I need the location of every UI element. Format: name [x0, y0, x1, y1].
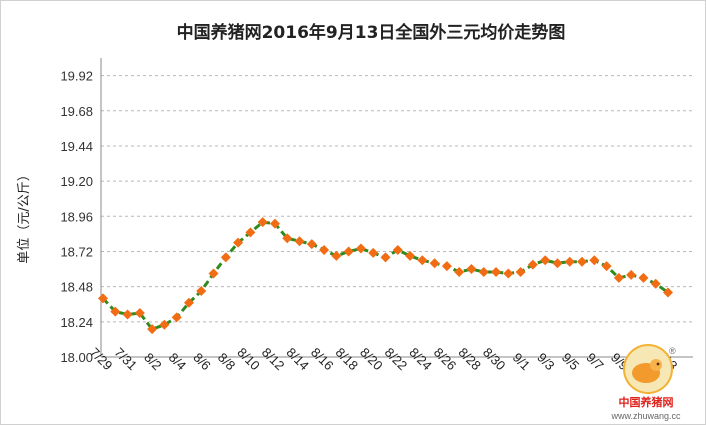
- chart-title: 中国养猪网2016年9月13日全国外三元均价走势图: [177, 22, 566, 43]
- data-point-marker: [220, 252, 231, 263]
- x-tick-label: 8/12: [259, 345, 288, 374]
- data-point-marker: [294, 236, 305, 247]
- x-tick-label: 8/28: [455, 345, 484, 374]
- y-tick-label: 18.24: [60, 315, 93, 330]
- x-tick-label: 8/26: [431, 345, 460, 374]
- logo-brand-text: 中国养猪网: [619, 395, 674, 409]
- data-point-marker: [282, 233, 293, 244]
- x-tick-label: 8/14: [284, 345, 313, 374]
- data-point-marker: [638, 272, 649, 283]
- data-point-marker: [454, 266, 465, 277]
- data-point-marker: [380, 252, 391, 263]
- data-point-marker: [122, 309, 133, 320]
- data-point-marker: [208, 268, 219, 279]
- data-point-marker: [589, 255, 600, 266]
- data-point-marker: [392, 245, 403, 256]
- x-tick-label: 8/4: [166, 350, 189, 373]
- zhuwang-logo-watermark: ® 中国养猪网 www.zhuwang.cc: [610, 344, 681, 421]
- y-axis-label: 单位（元/公斤）: [17, 168, 32, 263]
- pig-head-icon: [650, 359, 662, 371]
- pig-eye-icon: [656, 362, 660, 366]
- y-tick-label: 18.72: [60, 244, 93, 259]
- x-tick-label: 8/10: [234, 345, 263, 374]
- data-point-marker: [147, 324, 158, 335]
- data-point-marker: [564, 256, 575, 267]
- data-point-marker: [159, 319, 170, 330]
- data-point-marker: [491, 266, 502, 277]
- y-tick-label: 18.96: [60, 209, 93, 224]
- data-point-marker: [601, 261, 612, 272]
- x-tick-label: 8/20: [357, 345, 386, 374]
- y-tick-label: 19.20: [60, 174, 93, 189]
- data-point-marker: [319, 245, 330, 256]
- x-tick-labels: 7/297/31 8/2 8/4 8/6 8/88/108/128/148/168/18…: [87, 345, 681, 374]
- data-point-marker: [577, 256, 588, 267]
- x-tick-label: 8/30: [480, 345, 509, 374]
- y-tick-label: 19.68: [60, 104, 93, 119]
- x-tick-label: 8/16: [308, 345, 337, 374]
- x-tick-label: 7/29: [87, 345, 116, 374]
- x-tick-label: 8/6: [190, 350, 213, 373]
- data-point-marker: [110, 306, 121, 317]
- x-tick-label: 8/8: [215, 350, 238, 373]
- data-point-marker: [527, 259, 538, 270]
- data-point-marker: [196, 286, 207, 297]
- y-tick-label: 18.00: [60, 350, 93, 365]
- data-point-marker: [134, 308, 145, 319]
- data-point-marker: [331, 250, 342, 261]
- data-point-marker: [650, 278, 661, 289]
- x-tick-label: 7/31: [112, 345, 141, 374]
- data-point-marker: [663, 287, 673, 298]
- data-point-marker: [355, 243, 366, 254]
- x-tick-label: 8/2: [141, 350, 164, 373]
- y-tick-label: 19.44: [60, 139, 93, 154]
- y-tick-labels: 18.00 18.24 18.48 18.72 18.96 19.20 19.44 19.68…: [60, 69, 93, 365]
- logo-url-text: www.zhuwang.cc: [610, 411, 681, 421]
- data-point-marker: [245, 227, 256, 238]
- data-point-marker: [613, 272, 624, 283]
- y-tick-label: 19.92: [60, 69, 93, 84]
- data-point-marker: [540, 255, 551, 266]
- data-point-marker: [417, 255, 428, 266]
- x-tick-label: 9/7: [583, 350, 606, 373]
- axes: [100, 58, 693, 358]
- data-point-marker: [343, 246, 354, 257]
- data-point-marker: [466, 264, 477, 275]
- data-point-marker: [441, 261, 452, 272]
- data-point-marker: [183, 297, 194, 308]
- x-tick-label: 9/1: [510, 350, 533, 373]
- data-point-marker: [368, 247, 379, 258]
- data-point-marker: [257, 217, 268, 228]
- x-tick-label: 8/24: [406, 345, 435, 374]
- y-tick-label: 18.48: [60, 280, 93, 295]
- data-point-marker: [306, 239, 317, 250]
- data-point-marker: [515, 266, 526, 277]
- series-average-price: [98, 217, 673, 335]
- data-point-marker: [478, 266, 489, 277]
- data-point-marker: [503, 268, 514, 279]
- data-point-marker: [269, 218, 280, 229]
- x-tick-label: 9/5: [559, 350, 582, 373]
- x-tick-label: 8/22: [382, 345, 411, 374]
- series-line: [101, 220, 669, 331]
- registered-mark: ®: [669, 346, 676, 356]
- x-tick-label: 8/18: [333, 345, 362, 374]
- data-point-marker: [233, 237, 244, 248]
- data-point-marker: [626, 269, 637, 280]
- data-point-marker: [405, 250, 416, 261]
- data-point-marker: [171, 312, 182, 323]
- x-tick-label: 9/3: [534, 350, 557, 373]
- data-point-marker: [429, 258, 440, 269]
- grid-lines: [101, 75, 693, 323]
- data-point-marker: [98, 293, 108, 304]
- data-point-marker: [552, 258, 563, 269]
